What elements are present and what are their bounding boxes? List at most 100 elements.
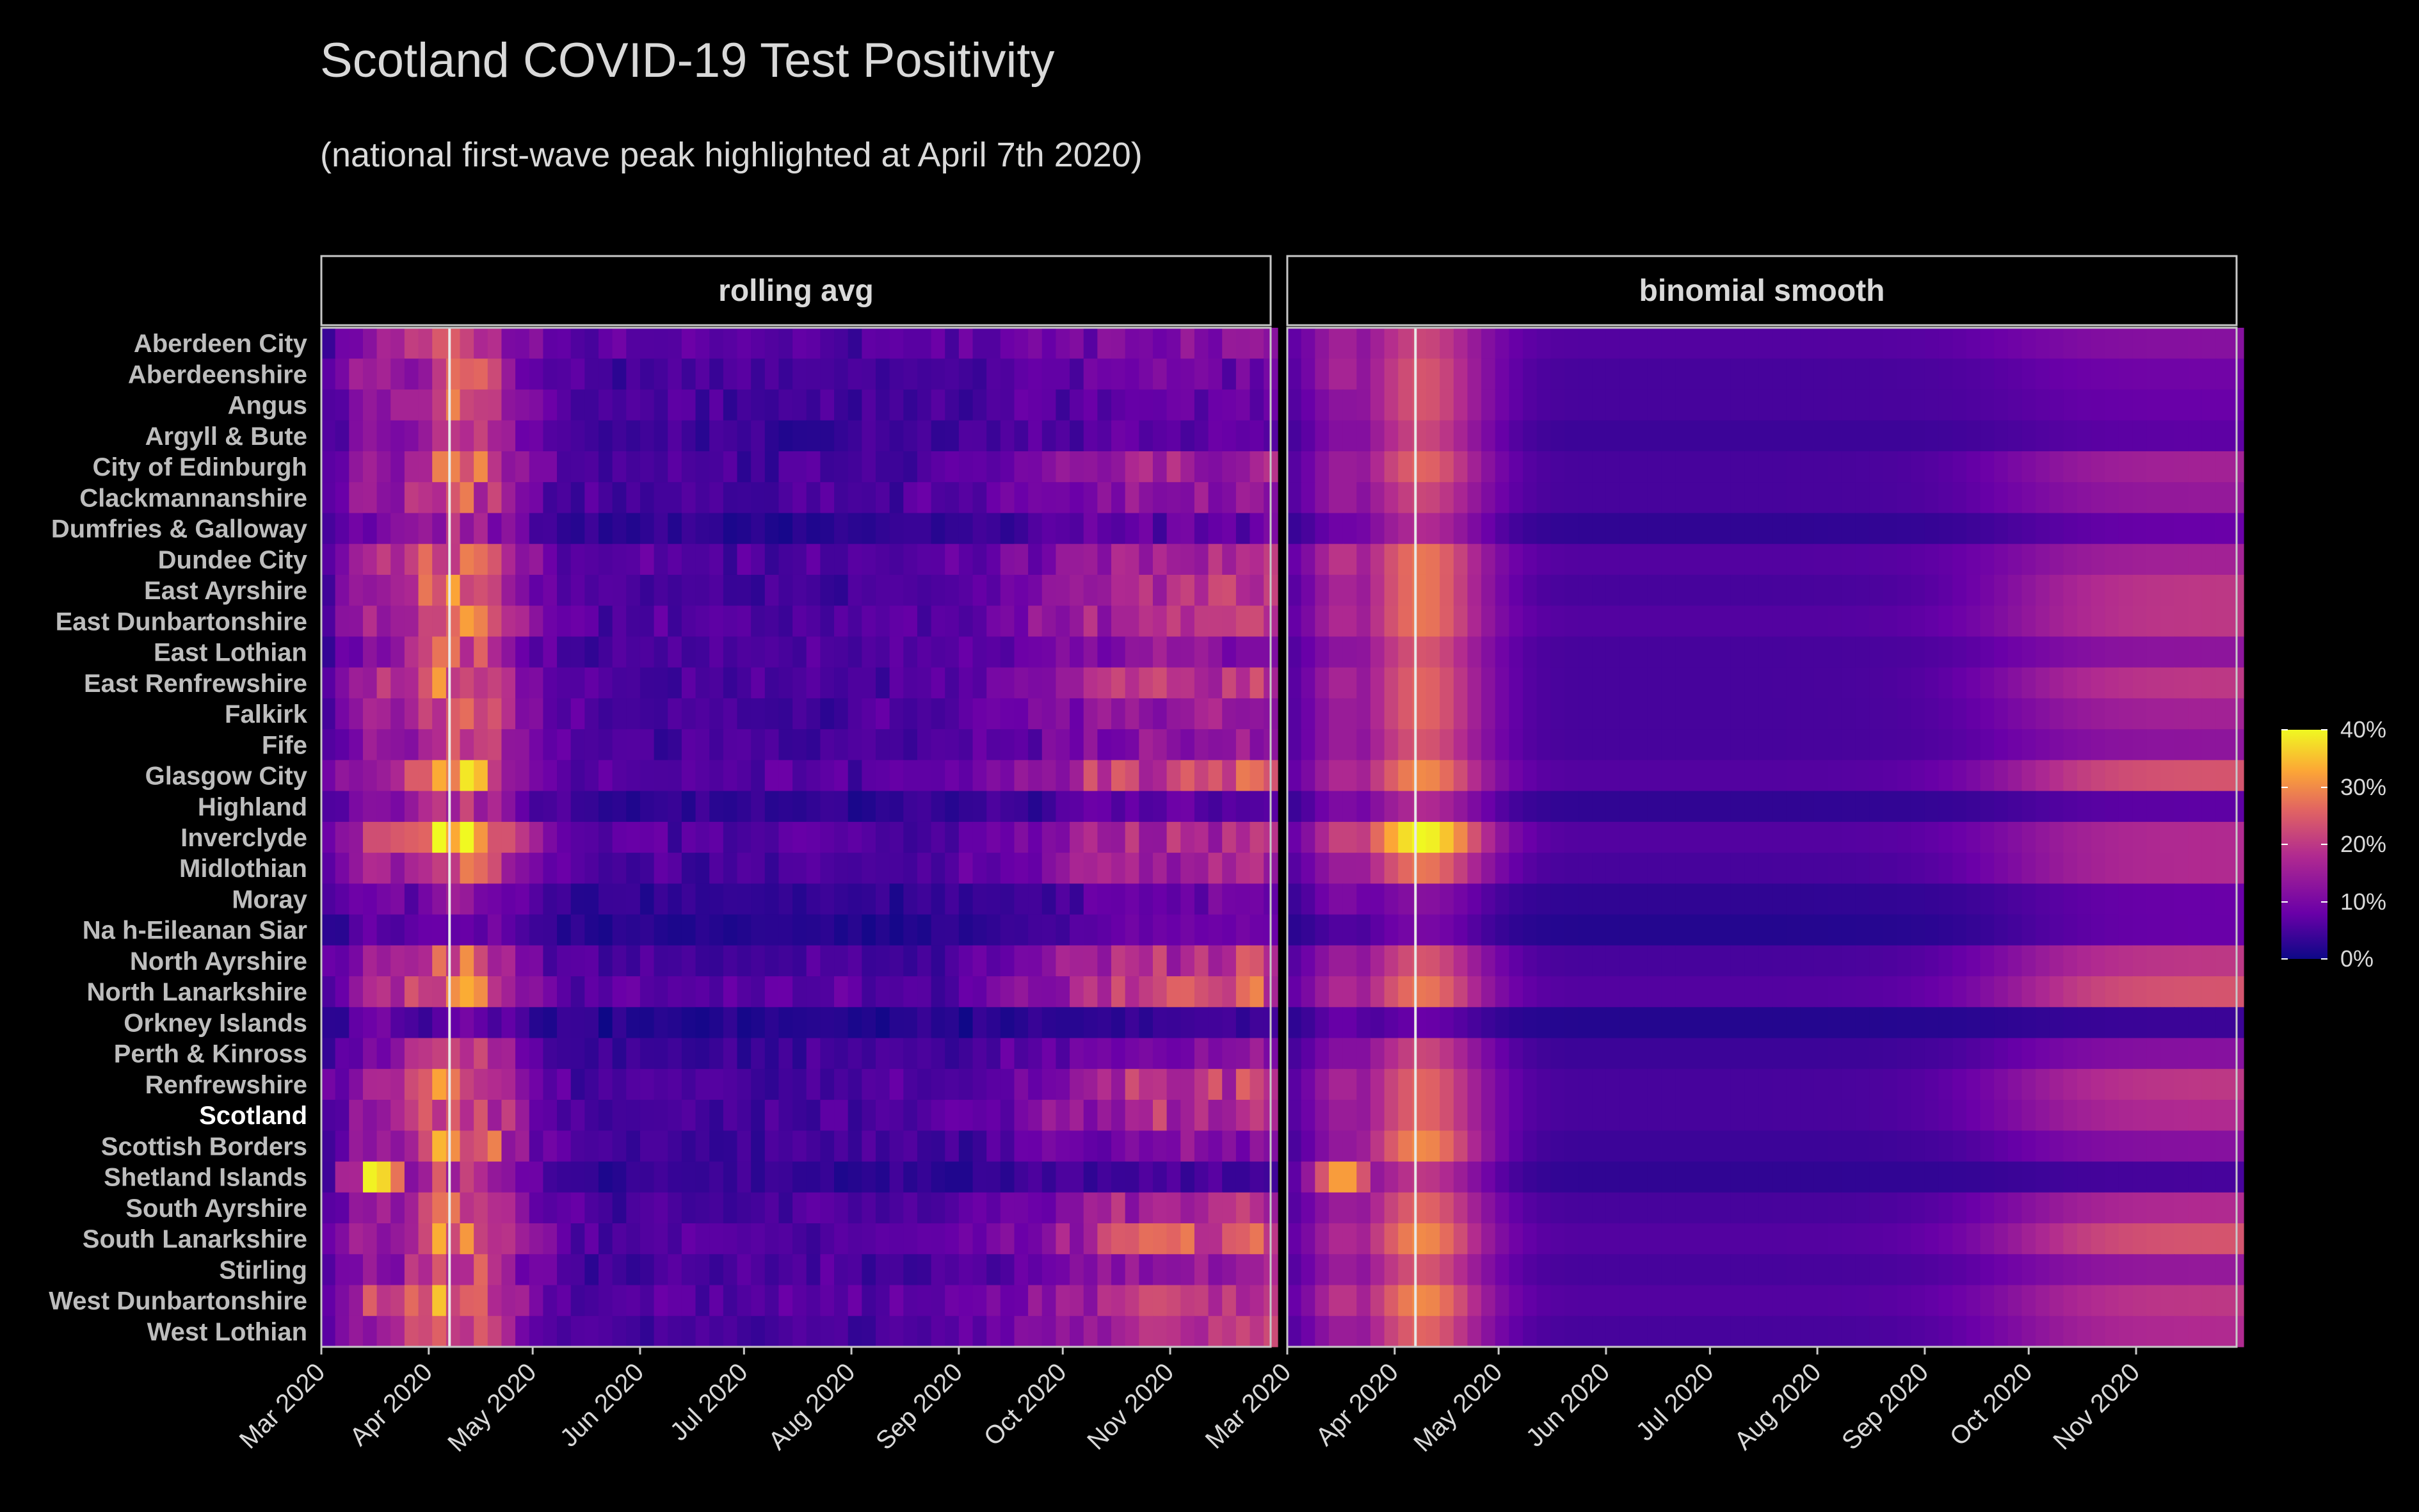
heatmap-cell	[820, 1038, 835, 1070]
heatmap-cell	[362, 729, 378, 760]
heatmap-cell	[376, 853, 392, 884]
heatmap-cell	[1152, 420, 1168, 452]
heatmap-cell	[820, 729, 835, 760]
heatmap-cell	[335, 1130, 350, 1162]
heatmap-cell	[1994, 1007, 2009, 1039]
heatmap-cell	[668, 1068, 682, 1100]
heatmap-cell	[1152, 606, 1168, 637]
heatmap-cell	[1744, 1007, 1759, 1039]
heatmap-cell	[1647, 1038, 1662, 1070]
heatmap-cell	[1250, 543, 1264, 575]
heatmap-cell	[848, 945, 863, 977]
heatmap-cell	[418, 1130, 433, 1162]
heatmap-cell	[460, 1130, 474, 1162]
heatmap-cell	[1467, 606, 1482, 637]
heatmap-cell	[626, 821, 641, 853]
heatmap-cell	[1356, 729, 1371, 760]
heatmap-cell	[903, 482, 918, 513]
heatmap-cell	[1619, 667, 1635, 699]
heatmap-cell	[1661, 1315, 1676, 1347]
heatmap-cell	[972, 821, 987, 853]
heatmap-cell	[668, 513, 682, 545]
heatmap-cell	[1869, 389, 1884, 421]
heatmap-cell	[2146, 1192, 2161, 1224]
heatmap-cell	[1235, 883, 1251, 915]
heatmap-cell	[986, 328, 1001, 359]
heatmap-cell	[1634, 636, 1648, 668]
heatmap-cell	[1897, 358, 1912, 390]
heatmap-cell	[1758, 698, 1773, 730]
heatmap-cell	[1675, 853, 1690, 884]
heatmap-cell	[1924, 606, 1940, 637]
heatmap-cell	[1841, 543, 1856, 575]
heatmap-cell	[1911, 513, 1925, 545]
heatmap-cell	[1152, 1100, 1168, 1131]
heatmap-cell	[2146, 1007, 2161, 1039]
heatmap-cell	[1980, 636, 1995, 668]
heatmap-cell	[1509, 1130, 1523, 1162]
heatmap-cell	[335, 914, 350, 946]
heatmap-cell	[1250, 636, 1264, 668]
heatmap-cell	[2077, 1223, 2092, 1255]
heatmap-cell	[1328, 1068, 1344, 1100]
heatmap-cell	[1111, 853, 1126, 884]
heatmap-cell	[626, 543, 641, 575]
heatmap-cell	[1523, 358, 1538, 390]
heatmap-cell	[792, 1192, 807, 1224]
heatmap-cell	[1855, 482, 1870, 513]
heatmap-cell	[446, 976, 461, 1008]
heatmap-cell	[1287, 543, 1302, 575]
heatmap-cell	[1481, 976, 1496, 1008]
heatmap-cell	[654, 1007, 669, 1039]
heatmap-cell	[1235, 1038, 1251, 1070]
heatmap-cell	[862, 1068, 876, 1100]
heatmap-cell	[529, 389, 544, 421]
heatmap-cell	[570, 1100, 586, 1131]
heatmap-cell	[1384, 482, 1399, 513]
heatmap-cell	[1495, 883, 1510, 915]
heatmap-cell	[1813, 1254, 1829, 1286]
heatmap-cell	[820, 1100, 835, 1131]
heatmap-cell	[487, 821, 502, 853]
heatmap-cell	[2132, 1007, 2148, 1039]
heatmap-cell	[1440, 328, 1454, 359]
heatmap-cell	[2201, 1161, 2217, 1193]
heatmap-cell	[2188, 482, 2203, 513]
heatmap-cell	[834, 821, 849, 853]
heatmap-cell	[723, 1315, 738, 1347]
heatmap-cell	[1758, 914, 1773, 946]
heatmap-cell	[1813, 1007, 1829, 1039]
heatmap-cell	[1083, 698, 1098, 730]
heatmap-cell	[529, 328, 544, 359]
heatmap-cell	[2201, 883, 2217, 915]
heatmap-cell	[1564, 420, 1579, 452]
heatmap-cell	[1938, 1285, 1953, 1317]
heatmap-cell	[862, 791, 876, 823]
heatmap-cell	[1758, 482, 1773, 513]
heatmap-cell	[1467, 1038, 1482, 1070]
heatmap-cell	[1730, 1130, 1746, 1162]
heatmap-cell	[1550, 1068, 1565, 1100]
heatmap-cell	[1523, 821, 1538, 853]
heatmap-cell	[626, 482, 641, 513]
heatmap-cell	[1634, 853, 1648, 884]
heatmap-cell	[1180, 1315, 1195, 1347]
heatmap-cell	[709, 389, 724, 421]
heatmap-cell	[931, 543, 946, 575]
heatmap-cell	[945, 1285, 960, 1317]
heatmap-cell	[1592, 482, 1607, 513]
legend-label-40: 40%	[2340, 716, 2386, 743]
heatmap-cell	[598, 1192, 613, 1224]
heatmap-cell	[1370, 791, 1385, 823]
heatmap-cell	[972, 358, 987, 390]
heatmap-cell	[1952, 451, 1967, 483]
heatmap-cell	[1689, 420, 1704, 452]
heatmap-cell	[432, 574, 447, 606]
heatmap-cell	[1083, 760, 1098, 792]
heatmap-cell	[390, 1223, 405, 1255]
heatmap-cell	[1744, 667, 1759, 699]
heatmap-cell	[2146, 1068, 2161, 1100]
heatmap-cell	[1675, 1161, 1690, 1193]
heatmap-cell	[945, 358, 960, 390]
heatmap-cell	[862, 1100, 876, 1131]
